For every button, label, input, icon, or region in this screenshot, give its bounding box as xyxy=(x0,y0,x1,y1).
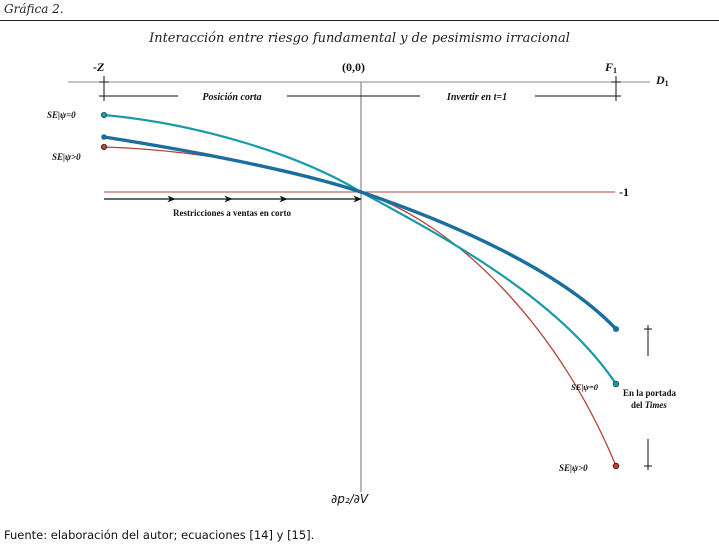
x-axis-sub: 1 xyxy=(665,79,669,88)
tick-minus-z xyxy=(99,76,109,101)
header-rule xyxy=(0,20,719,21)
curve-combined xyxy=(103,135,618,331)
source-note: Fuente: elaboración del autor; ecuacione… xyxy=(4,528,315,542)
minus-one-label: -1 xyxy=(619,185,629,199)
origin-label: (0,0) xyxy=(342,60,365,74)
right-label-se-psipos: SE|ψ>0 xyxy=(559,463,588,473)
x-axis-label: D1 xyxy=(655,73,669,88)
figure-label: Gráfica 2. xyxy=(4,2,64,16)
endpoint-teal-right xyxy=(612,380,620,388)
curve-se-psi-pos xyxy=(103,146,617,467)
endpoint-teal-left xyxy=(101,112,108,119)
left-label-se-psi0: SE|ψ=0 xyxy=(47,110,76,120)
curve-se-psi-zero xyxy=(103,113,617,385)
endpoint-red-right xyxy=(612,462,620,470)
short-position-label: Posición corta xyxy=(202,92,261,103)
right-marker-main: F xyxy=(604,60,613,74)
right-marker-label: F1 xyxy=(604,60,617,75)
left-marker-label: -Z xyxy=(93,60,105,74)
invest-label: Invertir en t=1 xyxy=(446,92,507,103)
front-page-times: Times xyxy=(645,400,668,410)
left-label-se-psipos: SE|ψ>0 xyxy=(52,152,81,162)
figure-title: Interacción entre riesgo fundamental y d… xyxy=(149,31,570,46)
restrictions-label: Restricciones a ventas en corto xyxy=(173,208,291,218)
x-axis-main: D xyxy=(655,73,665,87)
endpoint-blue-right xyxy=(613,326,619,332)
tick-f1 xyxy=(611,76,621,101)
endpoint-blue-left xyxy=(101,134,107,140)
right-marker-sub: 1 xyxy=(613,66,617,75)
front-page-line1: En la portada xyxy=(623,388,677,398)
dagger-upper xyxy=(644,325,652,356)
front-page-line2: del Times xyxy=(631,400,667,410)
endpoint-red-left xyxy=(101,143,108,150)
right-label-se-psi0: SE|ψ=0 xyxy=(571,382,599,392)
front-page-del: del xyxy=(631,400,645,410)
dagger-lower xyxy=(644,439,652,470)
y-axis-label: ∂p₂/∂V xyxy=(331,492,369,506)
